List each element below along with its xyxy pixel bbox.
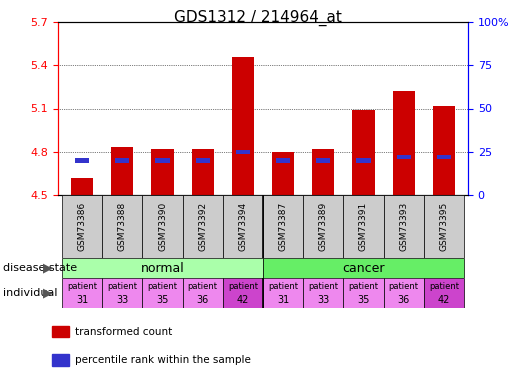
Text: GSM73386: GSM73386 — [78, 202, 87, 251]
Bar — [263, 278, 303, 308]
Text: 33: 33 — [317, 295, 330, 304]
Text: GSM73387: GSM73387 — [279, 202, 287, 251]
Text: 35: 35 — [357, 295, 370, 304]
Bar — [143, 195, 183, 258]
Text: 42: 42 — [237, 295, 249, 304]
Bar — [192, 149, 214, 195]
Bar — [62, 258, 263, 278]
Bar — [111, 147, 133, 195]
Bar — [424, 278, 464, 308]
Bar — [52, 354, 69, 366]
Text: patient: patient — [67, 282, 97, 291]
Text: transformed count: transformed count — [75, 327, 173, 336]
Bar — [223, 278, 263, 308]
Text: patient: patient — [147, 282, 178, 291]
Bar — [263, 258, 464, 278]
Text: patient: patient — [389, 282, 419, 291]
Text: 31: 31 — [277, 295, 289, 304]
Bar — [303, 195, 344, 258]
Bar — [115, 158, 129, 162]
Text: 36: 36 — [197, 295, 209, 304]
Text: patient: patient — [268, 282, 298, 291]
Text: GSM73393: GSM73393 — [399, 202, 408, 251]
Bar — [433, 106, 455, 195]
Bar — [183, 195, 223, 258]
Text: patient: patient — [187, 282, 218, 291]
Text: 42: 42 — [438, 295, 450, 304]
Bar — [52, 326, 69, 337]
Text: individual: individual — [3, 288, 57, 298]
Bar — [102, 195, 143, 258]
Bar — [437, 155, 451, 159]
Bar — [344, 195, 384, 258]
Text: 31: 31 — [76, 295, 88, 304]
Bar — [71, 178, 93, 195]
Bar — [102, 278, 143, 308]
Text: disease state: disease state — [3, 263, 77, 273]
Text: GDS1312 / 214964_at: GDS1312 / 214964_at — [174, 9, 341, 26]
Text: GSM73390: GSM73390 — [158, 202, 167, 251]
Bar — [312, 149, 334, 195]
Text: GSM73388: GSM73388 — [118, 202, 127, 251]
Bar — [183, 278, 223, 308]
Text: patient: patient — [308, 282, 338, 291]
Bar — [424, 195, 464, 258]
Bar — [276, 158, 290, 162]
Bar — [143, 278, 183, 308]
Text: ▶: ▶ — [43, 286, 53, 300]
Bar — [384, 278, 424, 308]
Text: GSM73392: GSM73392 — [198, 202, 207, 251]
Text: patient: patient — [429, 282, 459, 291]
Text: cancer: cancer — [342, 261, 385, 274]
Bar — [223, 195, 263, 258]
Bar — [356, 158, 371, 162]
Text: patient: patient — [349, 282, 379, 291]
Bar — [62, 278, 102, 308]
Bar — [344, 278, 384, 308]
Bar — [156, 158, 170, 162]
Text: ▶: ▶ — [43, 261, 53, 274]
Bar — [397, 155, 411, 159]
Text: 33: 33 — [116, 295, 128, 304]
Bar — [272, 152, 294, 195]
Bar — [316, 158, 331, 162]
Bar — [75, 158, 89, 162]
Bar — [384, 195, 424, 258]
Bar — [352, 110, 374, 195]
Text: patient: patient — [228, 282, 258, 291]
Bar — [303, 278, 344, 308]
Text: normal: normal — [141, 261, 184, 274]
Bar — [151, 149, 174, 195]
Text: GSM73389: GSM73389 — [319, 202, 328, 251]
Text: patient: patient — [107, 282, 138, 291]
Bar — [236, 150, 250, 154]
Text: GSM73394: GSM73394 — [238, 202, 247, 251]
Bar — [232, 57, 254, 195]
Text: GSM73391: GSM73391 — [359, 202, 368, 251]
Bar — [196, 158, 210, 162]
Bar — [392, 91, 415, 195]
Text: GSM73395: GSM73395 — [439, 202, 449, 251]
Text: percentile rank within the sample: percentile rank within the sample — [75, 355, 251, 365]
Bar — [263, 195, 303, 258]
Text: 35: 35 — [157, 295, 169, 304]
Text: 36: 36 — [398, 295, 410, 304]
Bar — [62, 195, 102, 258]
